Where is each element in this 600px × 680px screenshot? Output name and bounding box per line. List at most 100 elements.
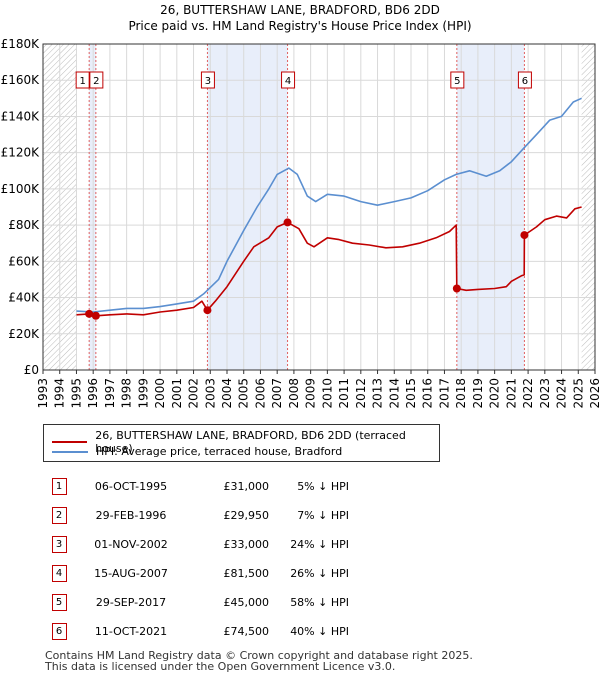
ownership-span xyxy=(207,44,288,370)
x-tick-label: 2009 xyxy=(304,378,318,409)
sale-date: 29-SEP-2017 xyxy=(95,596,167,609)
legend-swatch-hpi xyxy=(52,450,88,453)
ownership-span xyxy=(456,44,525,370)
sale-row: 6 11-OCT-2021 £74,500 40% ↓ HPI xyxy=(43,617,349,646)
sale-point-5 xyxy=(452,284,461,293)
y-tick-label: £60K xyxy=(8,254,40,268)
legend-item-hpi: HPI: Average price, terraced house, Brad… xyxy=(52,445,342,458)
sale-label-box-6 xyxy=(517,71,532,89)
x-tick-label: 2007 xyxy=(270,378,284,409)
x-tick-label: 1993 xyxy=(36,378,50,409)
sale-point-4 xyxy=(283,218,292,227)
x-tick-label: 2000 xyxy=(153,378,167,409)
sale-price: £45,000 xyxy=(223,596,270,609)
sale-point-2 xyxy=(91,311,100,320)
x-tick-label: 1996 xyxy=(86,378,100,409)
y-tick-label: £100K xyxy=(1,182,41,196)
x-tick-label: 2022 xyxy=(521,378,535,409)
x-tick-label: 2001 xyxy=(170,378,184,409)
y-tick-label: £80K xyxy=(8,218,40,232)
x-tick-label: 2015 xyxy=(404,378,418,409)
y-tick-label: £180K xyxy=(1,37,41,51)
sale-row: 1 06-OCT-1995 £31,000 5% ↓ HPI xyxy=(43,472,349,501)
chart-title: 26, BUTTERSHAW LANE, BRADFORD, BD6 2DD xyxy=(160,3,440,17)
x-tick-label: 2003 xyxy=(203,378,217,409)
sale-label-3: 3 xyxy=(205,76,211,87)
sale-label-6: 6 xyxy=(522,76,528,87)
x-tick-label: 2024 xyxy=(555,378,569,409)
sale-label-1: 1 xyxy=(79,76,85,87)
footer-copyright: Contains HM Land Registry data © Crown c… xyxy=(45,649,473,662)
sale-label-box-2 xyxy=(89,71,104,89)
series-line-price xyxy=(76,206,582,317)
sale-label-4: 4 xyxy=(285,76,291,87)
x-tick-label: 2002 xyxy=(187,378,201,409)
sale-date: 15-AUG-2007 xyxy=(94,567,168,580)
sale-hpi-diff: 26% ↓ HPI xyxy=(290,567,349,580)
sale-hpi-diff: 5% ↓ HPI xyxy=(297,480,349,493)
sale-label-5: 5 xyxy=(454,76,460,87)
sale-hpi-diff: 40% ↓ HPI xyxy=(290,625,349,638)
sale-row: 3 01-NOV-2002 £33,000 24% ↓ HPI xyxy=(43,530,349,559)
sale-row: 5 29-SEP-2017 £45,000 58% ↓ HPI xyxy=(43,588,349,617)
legend-label-price: 26, BUTTERSHAW LANE, BRADFORD, BD6 2DD (… xyxy=(95,429,406,455)
sale-hpi-diff: 24% ↓ HPI xyxy=(290,538,349,551)
x-tick-label: 2019 xyxy=(471,378,485,409)
sale-number: 4 xyxy=(51,565,67,582)
x-tick-label: 2011 xyxy=(337,378,351,409)
sale-date: 29-FEB-1996 xyxy=(95,509,167,522)
sale-price: £33,000 xyxy=(223,538,270,551)
y-tick-label: £120K xyxy=(1,146,41,160)
x-tick-label: 1998 xyxy=(120,378,134,409)
chart-subtitle: Price paid vs. HM Land Registry's House … xyxy=(128,19,472,33)
x-tick-label: 2021 xyxy=(504,378,518,409)
sale-number: 6 xyxy=(51,623,67,640)
sale-label-2: 2 xyxy=(93,76,99,87)
series-line-hpi xyxy=(76,97,582,313)
x-tick-label: 2017 xyxy=(437,378,451,409)
x-tick-label: 2025 xyxy=(571,378,585,409)
x-tick-label: 2014 xyxy=(387,378,401,409)
sale-label-box-3 xyxy=(200,71,215,89)
x-tick-label: 2013 xyxy=(371,378,385,409)
y-tick-label: £160K xyxy=(1,73,41,87)
x-tick-label: 2010 xyxy=(320,378,334,409)
x-tick-label: 2005 xyxy=(237,378,251,409)
x-tick-label: 2020 xyxy=(488,378,502,409)
sale-point-1 xyxy=(85,309,94,318)
sale-point-6 xyxy=(520,231,529,240)
sale-date: 11-OCT-2021 xyxy=(94,625,168,638)
sale-hpi-diff: 58% ↓ HPI xyxy=(290,596,349,609)
x-tick-label: 2023 xyxy=(538,378,552,409)
sale-row: 2 29-FEB-1996 £29,950 7% ↓ HPI xyxy=(43,501,349,530)
chart-legend: 26, BUTTERSHAW LANE, BRADFORD, BD6 2DD (… xyxy=(43,424,440,462)
x-tick-label: 1997 xyxy=(103,378,117,409)
y-tick-label: £20K xyxy=(8,327,40,341)
y-tick-label: £0 xyxy=(24,363,39,377)
x-tick-label: 2006 xyxy=(253,378,267,409)
sale-price: £81,500 xyxy=(223,567,270,580)
sale-price: £74,500 xyxy=(223,625,270,638)
x-tick-label: 2008 xyxy=(287,378,301,409)
sale-hpi-diff: 7% ↓ HPI xyxy=(297,509,349,522)
sale-point-3 xyxy=(203,306,212,315)
x-tick-label: 2004 xyxy=(220,378,234,409)
legend-label-hpi: HPI: Average price, terraced house, Brad… xyxy=(96,445,343,458)
sale-label-box-5 xyxy=(450,71,465,89)
sale-row: 4 15-AUG-2007 £81,500 26% ↓ HPI xyxy=(43,559,349,588)
sale-number: 1 xyxy=(51,478,67,495)
x-tick-label: 2018 xyxy=(454,378,468,409)
footer-licence: This data is licensed under the Open Gov… xyxy=(45,660,396,673)
sale-number: 2 xyxy=(51,507,67,524)
sale-label-box-4 xyxy=(281,71,296,89)
ownership-span xyxy=(89,44,96,370)
y-tick-label: £140K xyxy=(1,109,41,123)
legend-item-price: 26, BUTTERSHAW LANE, BRADFORD, BD6 2DD (… xyxy=(52,429,439,455)
sale-date: 06-OCT-1995 xyxy=(94,480,168,493)
footer: Contains HM Land Registry data © Crown c… xyxy=(45,650,473,672)
legend-swatch-price xyxy=(52,441,88,443)
plot-border xyxy=(42,43,596,371)
sale-price: £31,000 xyxy=(223,480,270,493)
sale-label-box-1 xyxy=(75,71,90,89)
